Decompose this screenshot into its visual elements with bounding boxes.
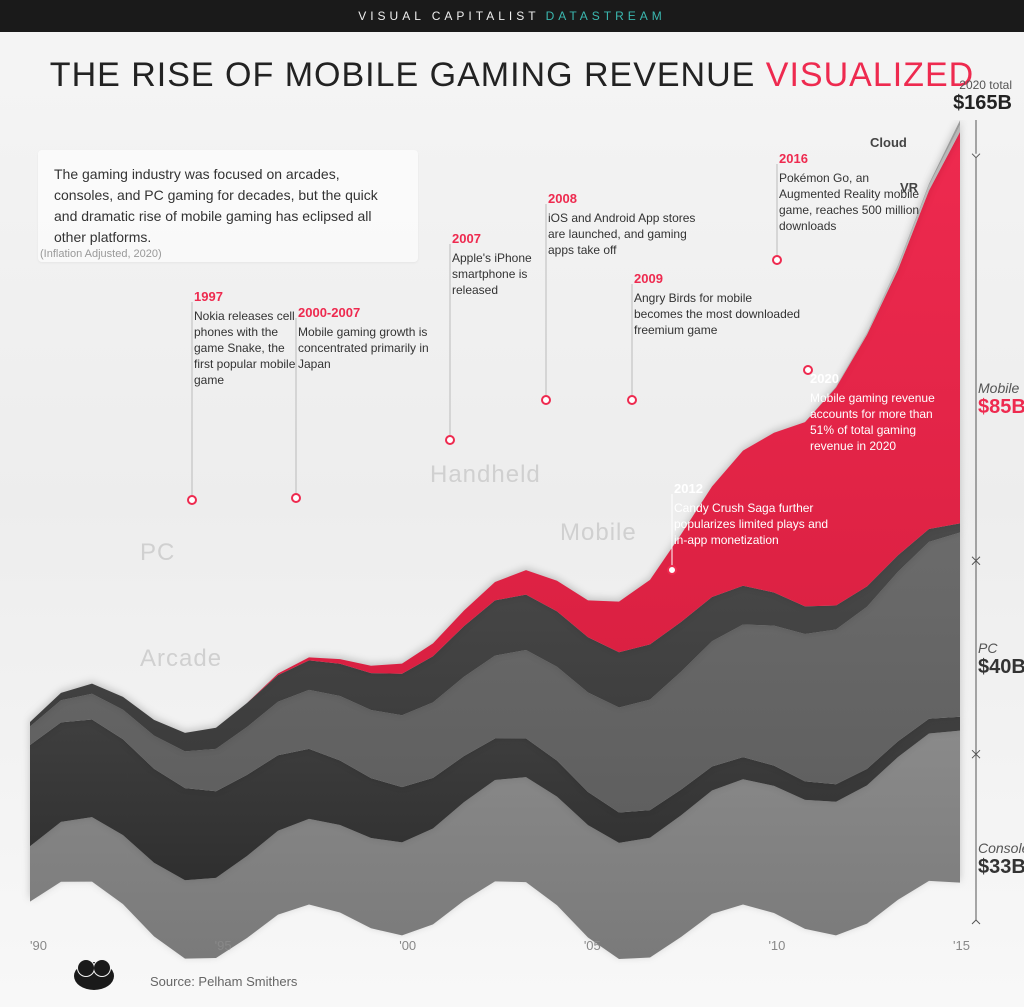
total-2020-label: 2020 total bbox=[959, 78, 1012, 92]
annotation-text: Mobile gaming revenue accounts for more … bbox=[810, 391, 935, 454]
x-tick: '10 bbox=[768, 938, 785, 953]
annotation-year: 2000-2007 bbox=[298, 304, 438, 322]
x-tick: '15 bbox=[953, 938, 970, 953]
annotation-text: Pokémon Go, an Augmented Reality mobile … bbox=[779, 171, 919, 234]
segment-label-arcade: Arcade bbox=[140, 645, 222, 672]
annotation-2007: 2007 Apple's iPhone smartphone is release… bbox=[452, 230, 562, 298]
right-label-console: Console$33B bbox=[978, 840, 1024, 879]
right-label-mobile: Mobile$85B bbox=[978, 380, 1024, 419]
x-tick: '05 bbox=[584, 938, 601, 953]
tiny-label-vr: VR bbox=[900, 180, 918, 195]
total-2020-value: $165B bbox=[953, 92, 1012, 115]
brand-right: DATASTREAM bbox=[546, 9, 666, 23]
annotation-2008: 2008 iOS and Android App stores are launc… bbox=[548, 190, 698, 258]
title-main: THE RISE OF MOBILE GAMING REVENUE bbox=[50, 56, 766, 94]
segment-label-handheld: Handheld bbox=[430, 461, 541, 488]
x-tick: '95 bbox=[215, 938, 232, 953]
annotation-year: 2020 bbox=[810, 370, 960, 388]
x-axis: '90 '95 '00 '05 '10 '15 bbox=[30, 938, 970, 953]
right-label-pc: PC$40B bbox=[978, 640, 1024, 679]
total-2020: 2020 total $165B bbox=[953, 78, 1012, 115]
source-line: Source: Pelham Smithers bbox=[150, 974, 297, 989]
annotation-text: Apple's iPhone smartphone is released bbox=[452, 251, 532, 297]
annotation-text: Mobile gaming growth is concentrated pri… bbox=[298, 325, 429, 371]
annotation-year: 2007 bbox=[452, 230, 562, 248]
x-tick: '90 bbox=[30, 938, 47, 953]
annotation-text: Angry Birds for mobile becomes the most … bbox=[634, 291, 800, 337]
segment-label-pc: PC bbox=[140, 539, 175, 566]
title-accent: VISUALIZED bbox=[766, 56, 974, 94]
annotation-1997: 1997 Nokia releases cell phones with the … bbox=[194, 288, 304, 388]
vc-logo-icon bbox=[70, 956, 118, 997]
annotation-2012: 2012 Candy Crush Saga further popularizes… bbox=[674, 480, 844, 548]
annotation-year: 2016 bbox=[779, 150, 929, 168]
annotation-text: Nokia releases cell phones with the game… bbox=[194, 309, 295, 388]
annotation-year: 2009 bbox=[634, 270, 804, 288]
annotation-text: Candy Crush Saga further popularizes lim… bbox=[674, 501, 828, 547]
annotation-2009: 2009 Angry Birds for mobile becomes the m… bbox=[634, 270, 804, 338]
header-bar: VISUAL CAPITALIST DATASTREAM bbox=[0, 0, 1024, 32]
annotation-2020: 2020 Mobile gaming revenue accounts for m… bbox=[810, 370, 960, 454]
segment-label-mobile: Mobile bbox=[560, 519, 637, 546]
annotation-20002007: 2000-2007 Mobile gaming growth is concent… bbox=[298, 304, 438, 372]
annotation-year: 2008 bbox=[548, 190, 698, 208]
annotation-year: 1997 bbox=[194, 288, 304, 306]
tiny-label-cloud: Cloud bbox=[870, 135, 907, 150]
annotation-text: iOS and Android App stores are launched,… bbox=[548, 211, 695, 257]
x-tick: '00 bbox=[399, 938, 416, 953]
annotation-year: 2012 bbox=[674, 480, 844, 498]
brand-left: VISUAL CAPITALIST bbox=[358, 9, 539, 23]
page-title: THE RISE OF MOBILE GAMING REVENUE VISUAL… bbox=[0, 56, 1024, 95]
